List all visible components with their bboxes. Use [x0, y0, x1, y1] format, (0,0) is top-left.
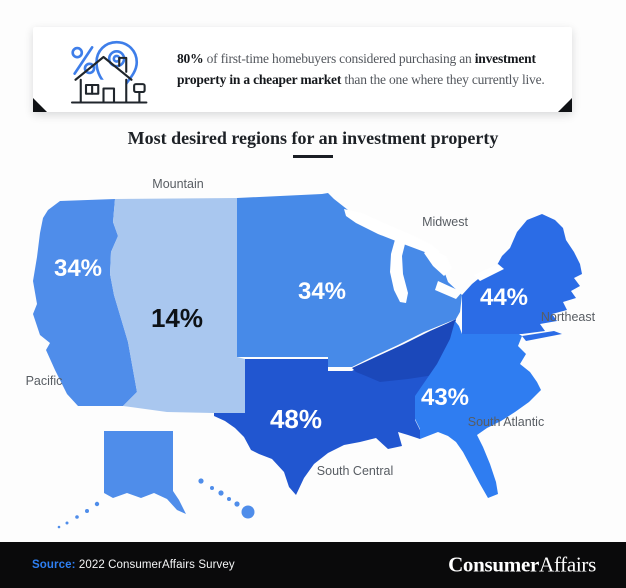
pacific-value: 34% [54, 255, 102, 282]
logo-regular-part: Affairs [539, 552, 596, 577]
region-south-atlantic [415, 321, 541, 498]
mountain-value: 14% [151, 303, 203, 333]
stat-text: 80% of first-time homebuyers considered … [177, 48, 579, 90]
midwest-label: Midwest [422, 215, 468, 229]
lake-huron [424, 248, 452, 276]
south-atlantic-value: 43% [421, 384, 469, 411]
card-fold-right-decoration [558, 98, 572, 112]
lake-superior [344, 209, 440, 254]
stat-card: 80% of first-time homebuyers considered … [33, 27, 572, 112]
south-central-value: 48% [270, 404, 322, 434]
region-east-south-central-shade [352, 319, 456, 382]
stat-bold-line1: investment [474, 51, 536, 66]
card-fold-left-decoration [33, 98, 47, 112]
stat-text-tail: than the one where they currently live. [341, 72, 545, 87]
source-label: Source: [32, 559, 76, 571]
south-central-label: South Central [317, 464, 393, 478]
northeast-value: 44% [480, 284, 528, 311]
region-alaska [57, 431, 186, 529]
map-container: Mountain Midwest Northeast Pacific South… [10, 164, 620, 544]
title-underline [293, 155, 333, 158]
footer-bar: Source: 2022 ConsumerAffairs Survey Cons… [0, 542, 626, 588]
pacific-label: Pacific [26, 374, 63, 388]
house-location-percent-icon [70, 40, 148, 104]
northeast-label: Northeast [541, 310, 596, 324]
region-hawaii [198, 478, 255, 519]
us-map: Mountain Midwest Northeast Pacific South… [26, 177, 596, 529]
lake-erie [435, 281, 462, 299]
source-text: 2022 ConsumerAffairs Survey [75, 559, 235, 571]
consumeraffairs-logo: ConsumerAffairs [448, 553, 596, 578]
lake-ontario [474, 264, 504, 281]
source-line: Source: 2022 ConsumerAffairs Survey [32, 559, 235, 571]
lake-michigan [390, 234, 408, 303]
logo-bold-part: Consumer [448, 552, 539, 577]
mountain-label: Mountain [152, 177, 203, 191]
midwest-value: 34% [298, 278, 346, 305]
stat-bold-lead: 80% [177, 51, 204, 66]
page-title: Most desired regions for an investment p… [127, 128, 499, 148]
region-pacific [33, 199, 137, 406]
stat-text-mid: of first-time homebuyers considered purc… [203, 51, 475, 66]
region-northeast [462, 214, 582, 341]
south-atlantic-label: South Atlantic [468, 415, 544, 429]
stat-bold-line2: property in a cheaper market [177, 72, 342, 87]
region-mountain [110, 198, 245, 413]
